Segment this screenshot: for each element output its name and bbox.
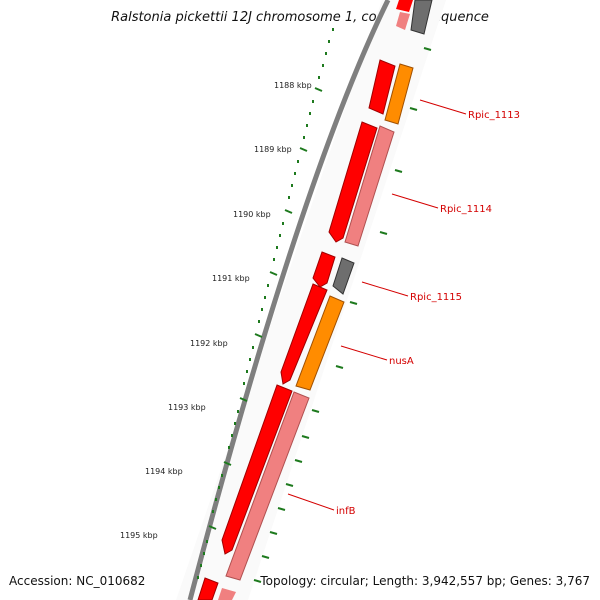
tick-label-1189: 1189 kbp [254,145,292,154]
gene-lane-outer [218,0,433,600]
gene-top-pink [396,12,410,30]
scale-major-ticks [208,87,323,530]
gene-infB-red [221,384,293,555]
gene-bottom-red [197,577,219,600]
tick-label-1190: 1190 kbp [233,210,271,219]
gene-label-rpic-1115: Rpic_1115 [410,292,462,303]
tick-label-1188: 1188 kbp [274,81,312,90]
gene-nusA-red [280,283,328,385]
gene-lane-inner [197,0,413,600]
scale-dots [197,28,334,579]
gene-label-rpic-1113: Rpic_1113 [468,110,520,121]
gene-top-gray [410,0,433,35]
gene-leaders [287,99,467,511]
tick-label-1191: 1191 kbp [212,274,250,283]
tick-label-1193: 1193 kbp [168,403,206,412]
gene-bottom-pink [218,588,236,600]
tick-label-1192: 1192 kbp [190,339,228,348]
tick-label-1195: 1195 kbp [120,531,158,540]
gene-rpic-1114-pink [344,125,395,247]
gene-red-1190 [312,251,336,288]
gene-label-nusA: nusA [389,356,414,367]
accession-text: Accession: NC_010682 [9,574,146,588]
gene-rpic-1113-red [368,59,396,115]
gene-infB-pink [225,391,310,581]
genome-backbone [187,0,391,600]
topology-text: Topology: circular; Length: 3,942,557 bp… [260,574,590,588]
gene-label-infB: infB [336,506,356,517]
tick-label-1194: 1194 kbp [145,467,183,476]
gene-rpic-1113-orange [384,63,414,125]
gene-rpic-1114-red [328,121,378,243]
gene-label-rpic-1114: Rpic_1114 [440,204,492,215]
right-ticks [253,47,432,583]
gene-top-red [396,0,413,12]
gene-rpic-1115-gray [332,257,355,295]
gene-nusA-orange [295,295,345,391]
